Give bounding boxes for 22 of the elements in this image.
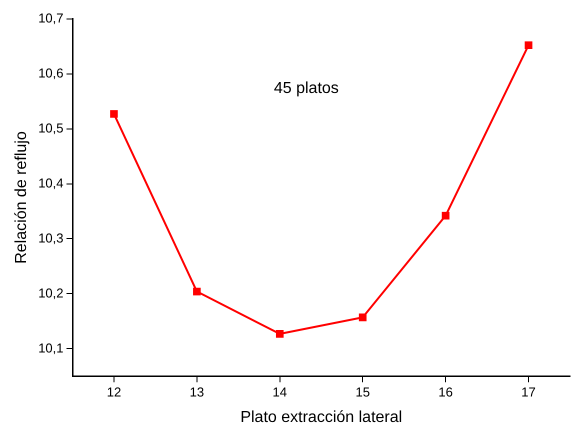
x-tick-label: 13 — [190, 384, 204, 400]
x-tick-label: 15 — [355, 384, 370, 400]
point — [442, 212, 450, 220]
y-tick-label: 10,7 — [38, 10, 64, 26]
y-axis-title: Relación de reflujo — [13, 131, 30, 264]
point — [358, 314, 367, 322]
x-tick-label: 17 — [521, 384, 536, 400]
y-tick-label: 10,4 — [38, 175, 64, 190]
point — [276, 330, 284, 338]
x-axis-title: Plato extracción lateral — [240, 408, 402, 426]
point — [524, 41, 532, 50]
x-tick-label: 16 — [438, 384, 453, 400]
y-tick-label: 10,1 — [38, 340, 64, 356]
point — [193, 288, 201, 296]
x-tick-label: 12 — [106, 384, 122, 400]
y-tick-label: 10,3 — [38, 230, 64, 246]
y-tick-label: 10,6 — [38, 65, 64, 80]
y-tick-label: 10,5 — [38, 120, 64, 136]
x-tick-label: 14 — [272, 384, 288, 400]
point — [110, 110, 118, 118]
y-tick-label: 10,2 — [38, 285, 64, 300]
annotation: 45 platos — [274, 80, 339, 98]
